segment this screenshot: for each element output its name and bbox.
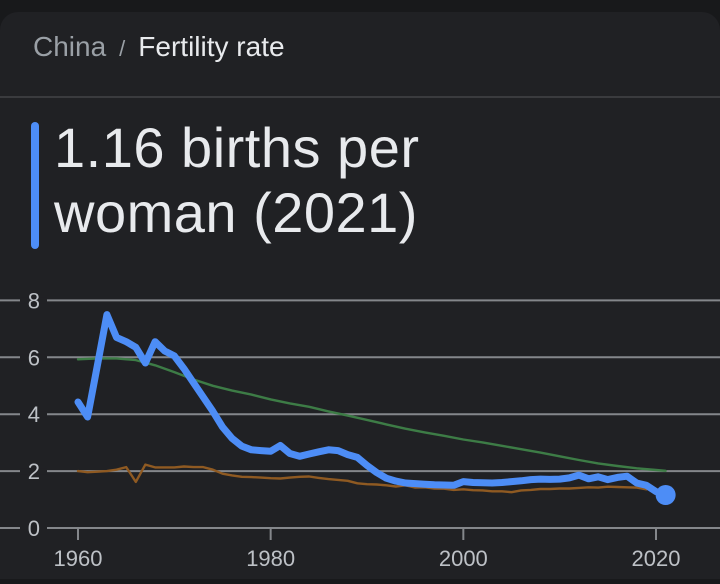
x-axis-label-2020: 2020 [632,546,681,571]
y-axis-label-6: 6 [28,345,40,370]
breadcrumb-link-country[interactable]: China [33,31,107,62]
y-axis-label-0: 0 [28,516,40,541]
y-label-gap [20,411,47,418]
y-label-gap [20,297,47,304]
comparison-line-green[interactable] [76,357,667,473]
comparison-line-brown[interactable] [76,463,648,494]
stat-title-block: 1.16 births per woman (2021) [31,115,514,249]
stat-value-title: 1.16 births per woman (2021) [54,116,420,244]
china-fertility-line[interactable] [74,311,670,499]
y-label-gap [20,468,47,475]
y-axis-label-2: 2 [28,459,40,484]
y-axis-label-4: 4 [28,402,40,427]
breadcrumb: China / Fertility rate [33,31,285,63]
stat-card: China / Fertility rate 1.16 births per w… [0,12,720,579]
y-label-gap [20,354,47,361]
title-accent-bar [31,122,39,249]
latest-point-marker[interactable] [655,484,676,505]
x-axis-label-1960: 1960 [54,546,103,571]
breadcrumb-separator: / [119,36,126,61]
fertility-chart-svg[interactable]: 0 2 4 6 8 1960 1980 2000 2020 [0,279,720,579]
y-axis-label-8: 8 [28,288,40,313]
x-axis-label-1980: 1980 [246,546,295,571]
y-label-gap [20,525,47,531]
header-divider [0,96,720,98]
x-axis-label-2000: 2000 [439,546,488,571]
breadcrumb-current-metric[interactable]: Fertility rate [138,31,285,62]
fertility-chart[interactable]: 0 2 4 6 8 1960 1980 2000 2020 [0,279,720,579]
